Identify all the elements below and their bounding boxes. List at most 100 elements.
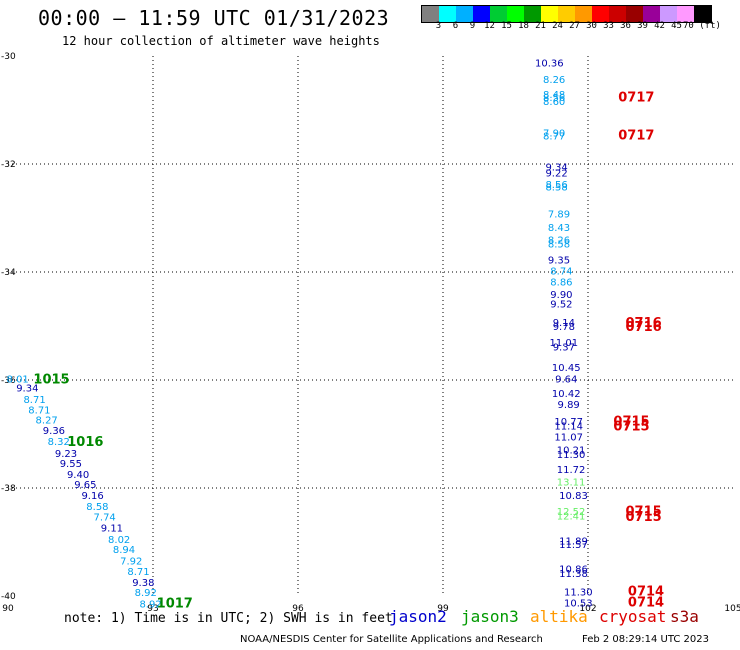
color-bar-label: 45 [671, 21, 682, 31]
wave-height-point-east: 9.52 [550, 299, 572, 310]
wave-height-point-west: 8.32 [48, 437, 70, 448]
wave-height-point-east: 8.58 [548, 239, 570, 250]
wave-height-point-east: 8.77 [543, 131, 565, 142]
color-bar-cell [626, 6, 643, 22]
satellite-legend-s3a: s3a [670, 607, 699, 626]
footer-note: note: 1) Time is in UTC; 2) SWH is in fe… [64, 611, 393, 626]
footer-credit: NOAA/NESDIS Center for Satellite Applica… [240, 634, 543, 645]
wave-height-point-east: 11.07 [554, 433, 583, 444]
color-bar-cell [490, 6, 507, 22]
satellite-legend-jason2: jason2 [389, 607, 447, 626]
wave-height-point-east: 9.89 [558, 400, 580, 411]
color-bar-label: 39 [637, 21, 648, 31]
wave-height-point-east: 8.58 [545, 183, 567, 194]
wave-height-point-west: 9.23 [55, 449, 77, 460]
x-tick-label: 90 [2, 604, 14, 614]
x-tick-label: 93 [147, 604, 158, 614]
wave-height-point-east: 10.21 [557, 446, 586, 457]
wave-height-point-east: 11.72 [557, 465, 586, 476]
wave-height-point-east: 10.36 [535, 58, 564, 69]
y-tick-label: -34 [1, 268, 16, 278]
wave-height-point-east: 8.74 [550, 266, 572, 277]
color-bar-label: 70 (ft) [683, 21, 721, 31]
wave-height-point-west: 7.74 [94, 513, 116, 524]
wave-height-point-east: 11.38 [559, 569, 588, 580]
wave-height-point-east: 7.90 [543, 129, 565, 140]
wave-height-point-west: 8.71 [28, 406, 50, 417]
wave-height-point-west: 8.58 [86, 502, 108, 513]
satellite-legend-jason3: jason3 [461, 607, 519, 626]
wave-height-point-west: 8.02 [108, 535, 130, 546]
wave-height-point-east: 8.26 [543, 75, 565, 86]
wave-height-point-east: 9.90 [550, 290, 572, 301]
color-bar-label: 21 [535, 21, 546, 31]
wave-height-point-east: 10.53 [564, 598, 593, 609]
wave-height-point-west: 7.92 [120, 556, 142, 567]
wave-height-point-east: 10.42 [552, 389, 581, 400]
color-bar-label: 33 [603, 21, 614, 31]
color-bar-cell [643, 6, 660, 22]
pass-time-label: 1015 [33, 372, 69, 387]
wave-height-point-west: 8.01 [7, 374, 29, 385]
wave-height-point-east: 11.01 [550, 338, 579, 349]
color-bar-label: 42 [654, 21, 665, 31]
y-tick-label: -38 [1, 484, 16, 494]
color-bar-cell [473, 6, 490, 22]
wave-height-point-west: 8.92 [139, 600, 161, 611]
footer-timestamp: Feb 2 08:29:14 UTC 2023 [582, 634, 709, 645]
pass-time-label: 0716 [625, 320, 661, 335]
wave-height-point-west: 9.36 [43, 426, 65, 437]
wave-height-point-east: 12.52 [557, 507, 586, 518]
wave-height-point-east: 10.86 [559, 564, 588, 575]
color-bar-label: 15 [501, 21, 512, 31]
y-tick-label: -30 [1, 52, 16, 62]
color-bar-cell [609, 6, 626, 22]
color-bar-label: 3 [435, 21, 442, 31]
x-tick-label: 96 [292, 604, 304, 614]
wave-height-point-east: 8.56 [545, 180, 567, 191]
color-bar-cell [524, 6, 541, 22]
color-bar-cell [575, 6, 592, 22]
satellite-legend-altika: altika [530, 607, 588, 626]
x-tick-label: 99 [437, 604, 449, 614]
color-bar-cell [660, 6, 677, 22]
wave-height-point-east: 12.41 [557, 512, 586, 523]
pass-time-label: 0715 [613, 415, 649, 430]
pass-time-label: 0714 [628, 585, 664, 600]
pass-time-label: 0714 [628, 595, 664, 610]
color-bar-label: 24 [552, 21, 563, 31]
wave-height-point-west: 8.71 [23, 395, 45, 406]
wave-height-point-east: 9.34 [545, 163, 567, 174]
wave-height-point-east: 8.56 [543, 93, 565, 104]
color-bar-cell [677, 6, 694, 22]
satellite-legend-cryosat: cryosat [599, 607, 667, 626]
color-bar-cell [422, 6, 439, 22]
wave-height-point-east: 11.14 [554, 421, 583, 432]
wave-height-point-east: 13.11 [557, 478, 586, 489]
wave-height-point-west: 9.34 [16, 384, 38, 395]
wave-height-point-east: 11.57 [559, 540, 588, 551]
wave-height-color-bar [421, 5, 712, 23]
color-bar-label: 12 [484, 21, 495, 31]
page-title: 00:00 – 11:59 UTC 01/31/2023 [38, 6, 390, 30]
y-tick-label: -32 [1, 160, 16, 170]
color-bar-cell [541, 6, 558, 22]
pass-time-label: 1017 [157, 596, 193, 611]
wave-height-point-west: 8.27 [36, 415, 58, 426]
pass-time-label: 0717 [618, 91, 654, 106]
wave-height-point-west: 8.92 [135, 588, 157, 599]
wave-height-point-east: 8.26 [548, 236, 570, 247]
page-subtitle: 12 hour collection of altimeter wave hei… [62, 34, 380, 48]
pass-time-label: 1016 [67, 435, 103, 450]
pass-time-label: 0717 [618, 128, 654, 143]
wave-height-point-west: 8.94 [113, 545, 135, 556]
wave-height-point-west: 8.71 [127, 567, 149, 578]
pass-time-label: 0715 [625, 505, 661, 520]
wave-height-point-east: 7.89 [548, 210, 570, 221]
wave-height-point-east: 9.22 [545, 169, 567, 180]
wave-height-point-east: 9.35 [548, 256, 570, 267]
wave-height-point-west: 9.65 [74, 480, 96, 491]
wave-height-point-east: 10.83 [559, 491, 588, 502]
wave-height-point-west: 9.40 [67, 470, 89, 481]
